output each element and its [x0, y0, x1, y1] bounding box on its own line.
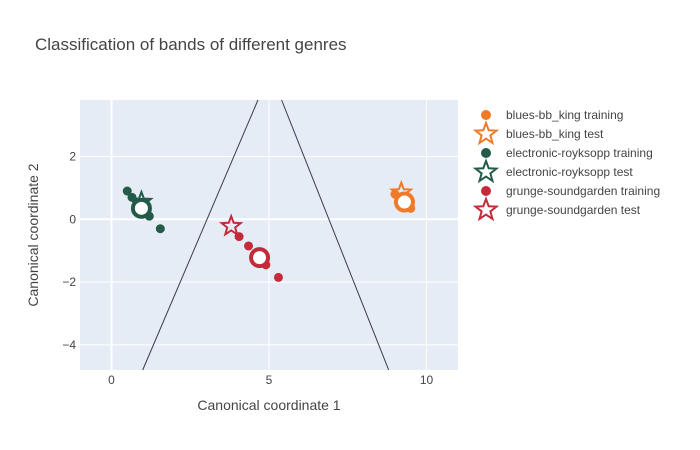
legend-item[interactable]: electronic-royksopp test — [472, 158, 634, 184]
legend-item[interactable]: blues-bb_king test — [472, 120, 605, 146]
axis-ticks: 0 5 10 2 0 −2 −4 — [62, 150, 433, 387]
decision-boundaries — [142, 99, 390, 371]
training-point — [273, 272, 283, 282]
training-point — [122, 186, 132, 196]
legend-star-icon — [472, 120, 500, 146]
grid — [80, 100, 458, 370]
chart-title: Classification of bands of different gen… — [35, 35, 347, 54]
x-tick-label: 0 — [108, 373, 115, 387]
training-point — [155, 224, 165, 234]
legend-star-icon — [472, 196, 500, 222]
y-tick-label: −4 — [62, 338, 76, 352]
legend-label: electronic-royksopp training — [506, 146, 653, 160]
test-point-star — [218, 213, 244, 237]
x-axis-title: Canonical coordinate 1 — [197, 397, 340, 413]
legend-label: grunge-soundgarden test — [506, 203, 641, 217]
legend-item[interactable]: electronic-royksopp training — [481, 146, 653, 160]
legend-label: electronic-royksopp test — [506, 165, 633, 179]
y-axis-title: Canonical coordinate 2 — [25, 163, 41, 306]
legend-item[interactable]: grunge-soundgarden training — [481, 184, 660, 198]
legend-star-icon — [472, 158, 500, 184]
y-tick-label: 2 — [69, 150, 76, 164]
decision-line — [281, 99, 390, 371]
legend-circle-icon — [481, 110, 491, 120]
legend-label: grunge-soundgarden training — [506, 184, 660, 198]
x-tick-label: 5 — [266, 373, 273, 387]
legend-item[interactable]: grunge-soundgarden test — [472, 196, 641, 222]
training-point — [244, 241, 254, 251]
x-tick-label: 10 — [420, 373, 434, 387]
class-centroid — [249, 247, 271, 269]
legend[interactable]: blues-bb_king training blues-bb_king test… — [472, 108, 661, 222]
legend-circle-icon — [481, 148, 491, 158]
class-centroid — [393, 191, 415, 213]
decision-line — [142, 99, 259, 371]
y-tick-label: −2 — [62, 275, 76, 289]
legend-item[interactable]: blues-bb_king training — [481, 108, 623, 122]
data-markers — [122, 179, 416, 282]
y-tick-label: 0 — [69, 212, 76, 226]
legend-label: blues-bb_king test — [506, 127, 604, 141]
legend-circle-icon — [481, 186, 491, 196]
legend-label: blues-bb_king training — [506, 108, 623, 122]
class-centroid — [130, 197, 152, 219]
